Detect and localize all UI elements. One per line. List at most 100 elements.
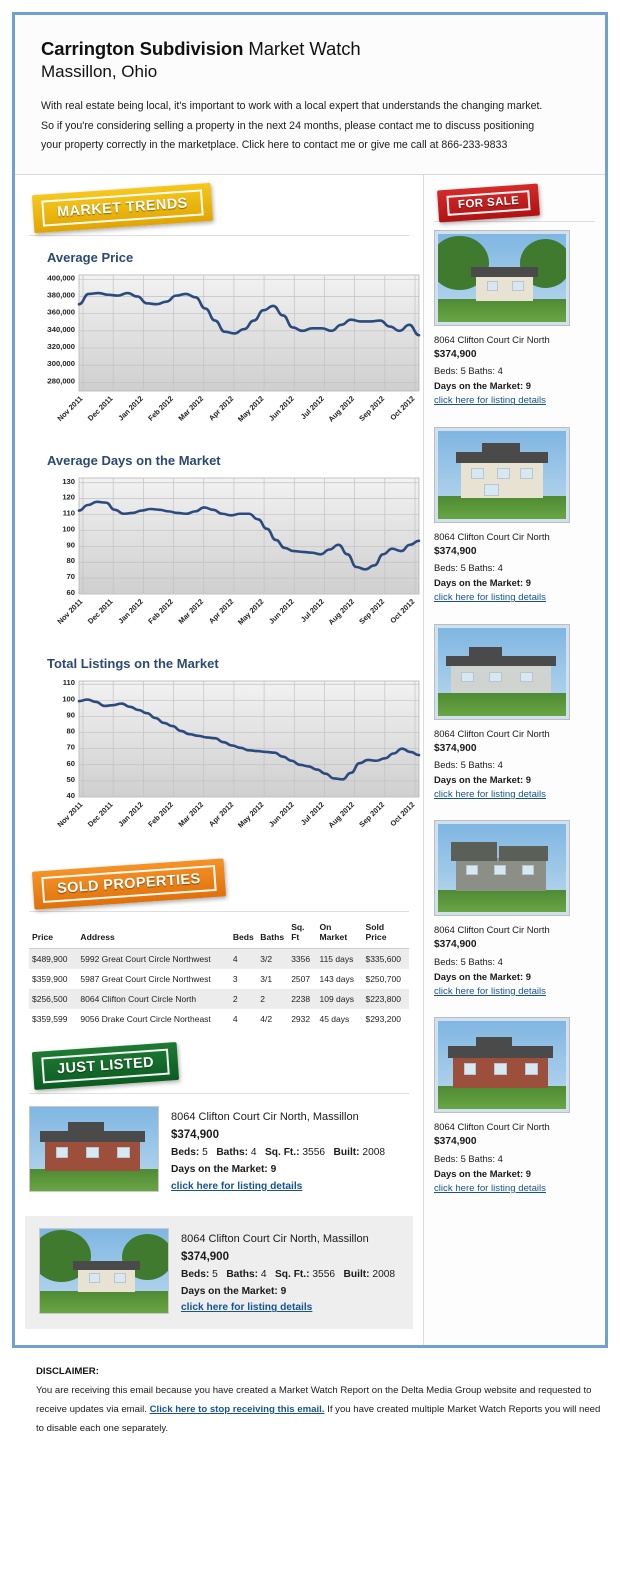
svg-text:Sep 2012: Sep 2012: [357, 800, 386, 829]
for-sale-text: 8064 Clifton Court Cir North $374,900 Beds…: [434, 726, 595, 803]
svg-text:Nov 2011: Nov 2011: [55, 597, 84, 626]
for-sale-details-link[interactable]: click here for listing details: [434, 395, 546, 407]
for-sale-photo[interactable]: [434, 820, 570, 917]
for-sale-photo[interactable]: [434, 1017, 570, 1114]
chart-block-2: Total Listings on the Market 40 50 60 70 80 90…: [15, 642, 423, 845]
table-header-cell: Sold Price: [362, 918, 409, 949]
listing-specs: Beds: 5 Baths: 4 Sq. Ft.: 3556 Built: 20…: [181, 1268, 396, 1280]
for-sale-address: 8064 Clifton Court Cir North: [434, 1121, 550, 1133]
svg-text:Dec 2011: Dec 2011: [86, 597, 115, 626]
cell-sqft: 3356: [291, 954, 311, 964]
svg-text:May 2012: May 2012: [236, 597, 266, 627]
chart-svg-1: 60 70 80 90 100 110 120 130 Nov 2011 Dec 2011 Jan …: [55, 477, 421, 627]
for-sale-beds-baths: Beds: 5 Baths: 4: [434, 365, 503, 377]
disclaimer-text-2: If you have created multiple Market Watc…: [36, 1403, 601, 1434]
for-sale-beds-baths: Beds: 5 Baths: 4: [434, 562, 503, 574]
market-trends-badge-wrap: MARKET TRENDS: [31, 182, 423, 235]
svg-text:Oct 2012: Oct 2012: [388, 800, 416, 828]
report-header: Carrington Subdivision Market Watch Mass…: [15, 15, 605, 175]
for-sale-price: $374,900: [434, 545, 477, 557]
for-sale-address: 8064 Clifton Court Cir North: [434, 530, 550, 542]
svg-text:$340,000: $340,000: [47, 325, 75, 334]
svg-text:Sep 2012: Sep 2012: [357, 394, 386, 423]
for-sale-photo[interactable]: [434, 230, 570, 326]
for-sale-details-link[interactable]: click here for listing details: [434, 985, 546, 997]
svg-text:Mar 2012: Mar 2012: [176, 394, 205, 423]
for-sale-photo[interactable]: [434, 623, 570, 720]
chart-area-2: 40 50 60 70 80 90 100 110 Nov 2011 Dec 2011 Jan 20…: [47, 679, 423, 841]
for-sale-photo[interactable]: [434, 426, 570, 523]
for-sale-details-link[interactable]: click here for listing details: [434, 592, 546, 604]
table-row: $256,500 8064 Clifton Court Circle North 2…: [29, 989, 409, 1009]
for-sale-text: 8064 Clifton Court Cir North $374,900 Beds…: [434, 1119, 595, 1196]
just-listed-item: 8064 Clifton Court Cir North, Massillon $…: [25, 1215, 413, 1330]
table-header-cell: Address: [77, 918, 230, 949]
report-frame: Carrington Subdivision Market Watch Mass…: [12, 12, 608, 1349]
sold-properties-table: Price Address Beds Baths Sq. Ft On Market Sold…: [29, 918, 409, 1029]
cell-sold-price: $335,600: [365, 954, 401, 964]
svg-text:Oct 2012: Oct 2012: [388, 394, 416, 422]
chart-title-1: Average Days on the Market: [47, 453, 221, 468]
svg-text:110: 110: [63, 509, 75, 518]
chart-title-2: Total Listings on the Market: [47, 656, 219, 671]
svg-text:$360,000: $360,000: [47, 308, 75, 317]
chart-block-1: Average Days on the Market 60 70 80 90 100 110…: [15, 439, 423, 642]
chart-plot-0: [77, 274, 421, 392]
table-header-cell: On Market: [316, 918, 363, 949]
chart-series-line-0: [77, 291, 421, 337]
svg-text:50: 50: [67, 775, 75, 784]
svg-text:70: 70: [67, 572, 75, 581]
just-listed-item: 8064 Clifton Court Cir North, Massillon $…: [15, 1094, 423, 1208]
svg-text:$380,000: $380,000: [47, 290, 75, 299]
svg-text:May 2012: May 2012: [236, 800, 266, 830]
svg-text:Apr 2012: Apr 2012: [207, 800, 235, 828]
cell-beds: 4: [232, 1014, 238, 1024]
page-title-suffix: Market Watch: [243, 38, 361, 59]
listing-info: 8064 Clifton Court Cir North, Massillon $…: [181, 1228, 395, 1318]
svg-text:Jan 2012: Jan 2012: [116, 597, 144, 625]
cell-baths: 3/1: [260, 974, 273, 984]
chart-ytick-labels-0: $280,000 $300,000 $320,000 $340,000 $360,000…: [47, 273, 75, 385]
listing-info: 8064 Clifton Court Cir North, Massillon $…: [171, 1106, 385, 1196]
listing-days-on-market: Days on the Market: 9: [181, 1285, 287, 1297]
just-listed-divider: [29, 1093, 409, 1094]
cell-address: 5987 Great Court Circle Northwest: [80, 974, 211, 984]
sold-properties-divider: [29, 911, 409, 912]
svg-text:Jan 2012: Jan 2012: [116, 394, 144, 422]
market-trends-badge-label: MARKET TRENDS: [41, 189, 204, 227]
charts-container: Average Price $280,000 $300,000 $320,000 $34…: [15, 236, 423, 845]
svg-text:70: 70: [67, 743, 75, 752]
disclaimer-text-1: You are receiving this email because you…: [36, 1385, 592, 1415]
svg-text:$400,000: $400,000: [47, 273, 75, 282]
svg-text:Aug 2012: Aug 2012: [326, 394, 356, 424]
svg-text:Jul 2012: Jul 2012: [299, 597, 326, 624]
cell-price: $489,900: [32, 954, 68, 964]
unsubscribe-link[interactable]: Click here to stop receiving this email.: [149, 1403, 325, 1415]
listing-details-link[interactable]: click here for listing details: [181, 1302, 313, 1314]
for-sale-text: 8064 Clifton Court Cir North $374,900 Beds…: [434, 529, 595, 606]
for-sale-address: 8064 Clifton Court Cir North: [434, 924, 550, 936]
svg-text:Jun 2012: Jun 2012: [267, 597, 296, 626]
table-row: $359,900 5987 Great Court Circle Northwes…: [29, 969, 409, 989]
svg-text:Dec 2011: Dec 2011: [86, 394, 115, 423]
for-sale-details-link[interactable]: click here for listing details: [434, 789, 546, 801]
listing-photo[interactable]: [39, 1227, 169, 1314]
disclaimer-body: You are receiving this email because you…: [36, 1382, 608, 1438]
cell-address: 9056 Drake Court Circle Northeast: [80, 1014, 211, 1024]
page-subtitle: Massillon, Ohio: [41, 62, 158, 82]
chart-ytick-labels-2: 40 50 60 70 80 90 100 110: [62, 679, 75, 800]
table-row: $359,599 9056 Drake Court Circle Northeas…: [29, 1009, 409, 1029]
chart-xtick-labels-0: Nov 2011 Dec 2011 Jan 2012 Feb 2012 Mar 2012…: [55, 394, 416, 424]
sold-properties-table-head: Price Address Beds Baths Sq. Ft On Market Sold…: [29, 918, 409, 949]
for-sale-beds-baths: Beds: 5 Baths: 4: [434, 955, 503, 967]
for-sale-days-on-market: Days on the Market: 9: [434, 774, 531, 785]
just-listed-badge-wrap: JUST LISTED: [31, 1041, 423, 1093]
listing-photo[interactable]: [29, 1106, 159, 1192]
svg-text:110: 110: [63, 679, 75, 687]
page-title-subdivision: Carrington Subdivision: [41, 38, 244, 59]
chart-ytick-labels-1: 60 70 80 90 100 110 120 130: [62, 477, 75, 597]
listing-details-link[interactable]: click here for listing details: [171, 1180, 303, 1192]
for-sale-address: 8064 Clifton Court Cir North: [434, 334, 550, 345]
for-sale-days-on-market: Days on the Market: 9: [434, 1167, 531, 1179]
for-sale-details-link[interactable]: click here for listing details: [434, 1182, 546, 1194]
